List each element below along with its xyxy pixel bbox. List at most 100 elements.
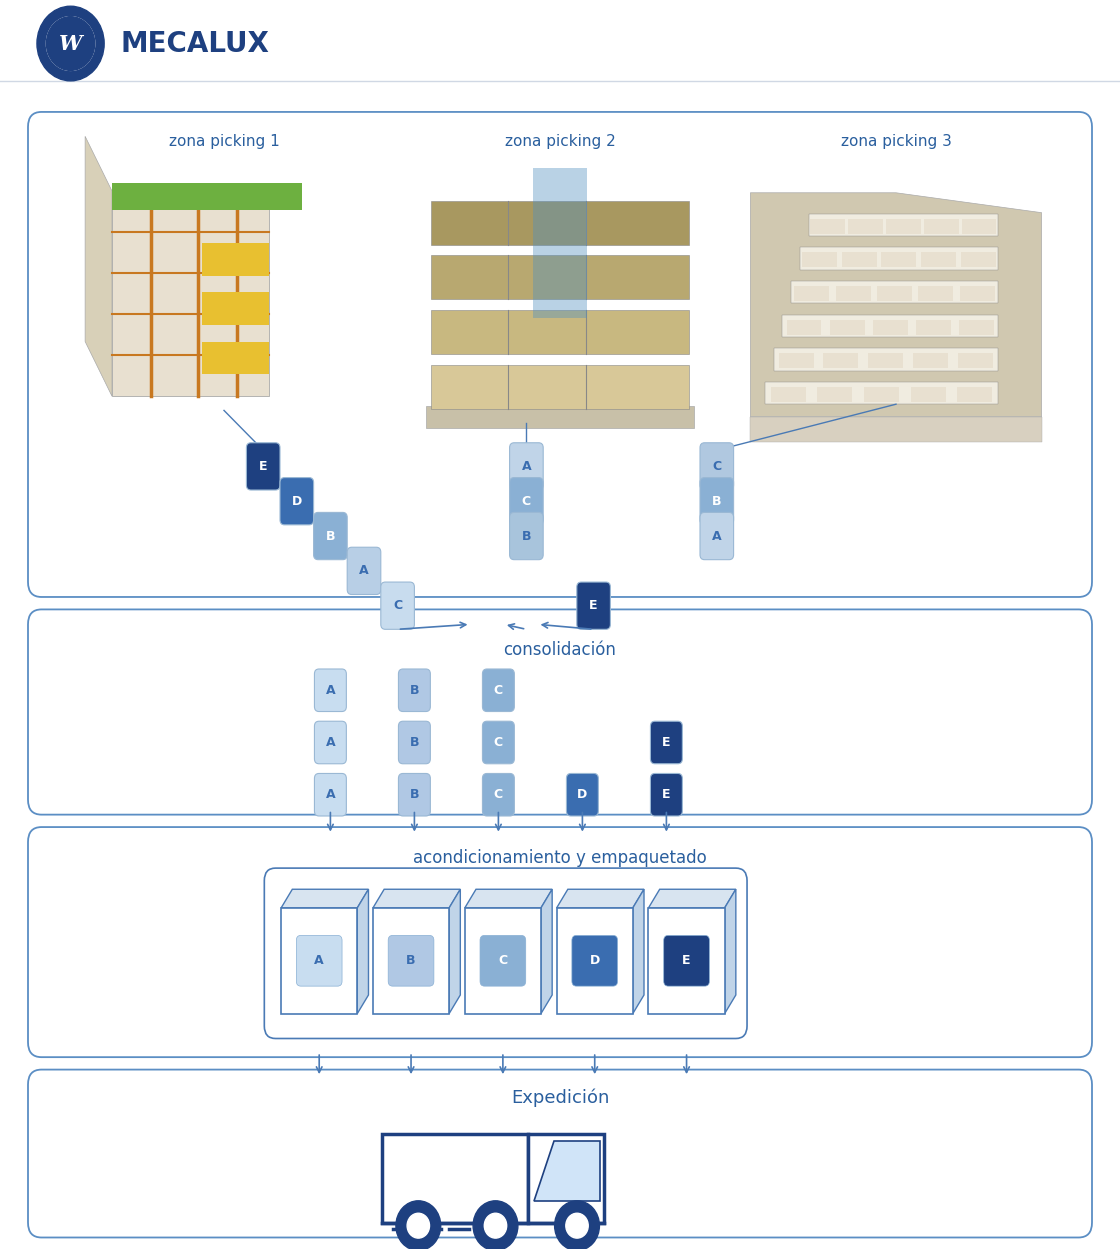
FancyBboxPatch shape (651, 721, 682, 763)
FancyBboxPatch shape (399, 669, 430, 712)
FancyBboxPatch shape (958, 387, 992, 402)
FancyBboxPatch shape (958, 353, 993, 368)
FancyBboxPatch shape (877, 286, 912, 301)
Text: W: W (59, 34, 82, 54)
FancyBboxPatch shape (347, 547, 381, 595)
FancyBboxPatch shape (962, 219, 997, 234)
Text: D: D (291, 495, 302, 507)
Text: E: E (662, 788, 671, 801)
Text: B: B (326, 530, 335, 542)
Text: C: C (712, 460, 721, 473)
FancyBboxPatch shape (918, 286, 953, 301)
FancyBboxPatch shape (959, 320, 993, 335)
FancyBboxPatch shape (577, 582, 610, 629)
FancyBboxPatch shape (924, 219, 959, 234)
Text: A: A (315, 954, 324, 967)
Polygon shape (528, 1134, 604, 1223)
FancyBboxPatch shape (112, 191, 269, 396)
Polygon shape (534, 1140, 600, 1200)
FancyBboxPatch shape (794, 286, 829, 301)
FancyBboxPatch shape (960, 286, 995, 301)
Polygon shape (85, 136, 112, 396)
FancyBboxPatch shape (483, 669, 514, 712)
FancyBboxPatch shape (280, 477, 314, 525)
FancyBboxPatch shape (483, 773, 514, 816)
FancyBboxPatch shape (382, 1134, 528, 1223)
FancyBboxPatch shape (961, 252, 996, 267)
Text: B: B (522, 530, 531, 542)
Text: C: C (498, 954, 507, 967)
Text: A: A (712, 530, 721, 542)
Polygon shape (557, 889, 644, 908)
Polygon shape (750, 417, 1042, 441)
Polygon shape (648, 889, 736, 908)
FancyBboxPatch shape (913, 353, 949, 368)
FancyBboxPatch shape (572, 936, 617, 987)
Text: E: E (682, 954, 691, 967)
Text: C: C (393, 600, 402, 612)
FancyBboxPatch shape (246, 442, 280, 490)
FancyBboxPatch shape (881, 252, 916, 267)
FancyBboxPatch shape (297, 936, 342, 987)
Text: C: C (494, 788, 503, 801)
FancyBboxPatch shape (202, 341, 269, 375)
Circle shape (395, 1200, 440, 1249)
Text: E: E (589, 600, 598, 612)
FancyBboxPatch shape (830, 320, 865, 335)
FancyBboxPatch shape (921, 252, 956, 267)
Polygon shape (357, 889, 368, 1014)
FancyBboxPatch shape (802, 252, 837, 267)
FancyBboxPatch shape (557, 908, 633, 1014)
FancyBboxPatch shape (700, 477, 734, 525)
FancyBboxPatch shape (28, 1069, 1092, 1238)
Text: A: A (326, 683, 335, 697)
Polygon shape (465, 889, 552, 908)
FancyBboxPatch shape (431, 310, 689, 353)
Polygon shape (633, 889, 644, 1014)
Text: zona picking 3: zona picking 3 (841, 135, 951, 150)
Text: E: E (662, 736, 671, 749)
FancyBboxPatch shape (315, 669, 346, 712)
Text: A: A (326, 736, 335, 749)
FancyBboxPatch shape (202, 244, 269, 276)
Text: B: B (410, 788, 419, 801)
FancyBboxPatch shape (848, 219, 883, 234)
FancyBboxPatch shape (465, 908, 541, 1014)
Text: A: A (360, 565, 368, 577)
FancyBboxPatch shape (786, 320, 821, 335)
Circle shape (37, 6, 104, 81)
FancyBboxPatch shape (399, 721, 430, 763)
FancyBboxPatch shape (765, 382, 998, 405)
Text: D: D (577, 788, 588, 801)
Circle shape (407, 1213, 429, 1238)
Text: Expedición: Expedición (511, 1088, 609, 1107)
Text: consolidación: consolidación (504, 641, 616, 658)
Text: C: C (494, 683, 503, 697)
FancyBboxPatch shape (28, 112, 1092, 597)
FancyBboxPatch shape (510, 512, 543, 560)
FancyBboxPatch shape (700, 442, 734, 490)
FancyBboxPatch shape (315, 773, 346, 816)
FancyBboxPatch shape (431, 365, 689, 408)
FancyBboxPatch shape (431, 201, 689, 245)
Text: C: C (522, 495, 531, 507)
Text: zona picking 1: zona picking 1 (169, 135, 279, 150)
FancyBboxPatch shape (700, 512, 734, 560)
Circle shape (566, 1213, 588, 1238)
Text: B: B (712, 495, 721, 507)
FancyBboxPatch shape (651, 773, 682, 816)
FancyBboxPatch shape (510, 477, 543, 525)
FancyBboxPatch shape (399, 773, 430, 816)
Circle shape (46, 16, 95, 70)
FancyBboxPatch shape (778, 353, 813, 368)
Polygon shape (750, 192, 1042, 417)
FancyBboxPatch shape (567, 773, 598, 816)
Circle shape (46, 16, 95, 70)
FancyBboxPatch shape (774, 348, 998, 371)
FancyBboxPatch shape (381, 582, 414, 629)
Text: B: B (410, 736, 419, 749)
FancyBboxPatch shape (28, 610, 1092, 814)
FancyBboxPatch shape (510, 442, 543, 490)
Text: A: A (522, 460, 531, 473)
Polygon shape (725, 889, 736, 1014)
